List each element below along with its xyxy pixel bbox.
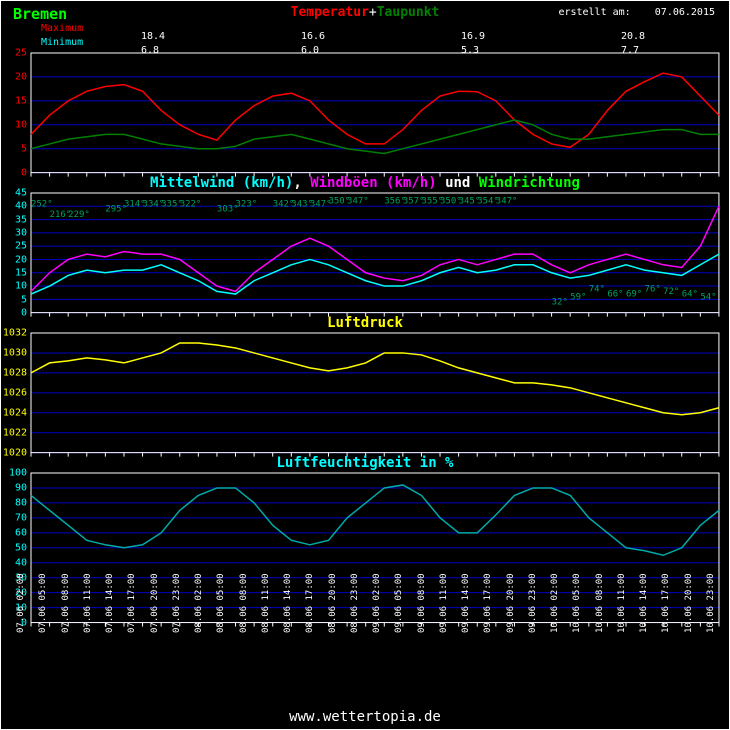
svg-text:69°: 69° [626, 290, 642, 300]
footer: www.wettertopia.de [1, 709, 729, 725]
svg-text:32°: 32° [552, 298, 568, 308]
x-axis: 07.06 02:0007.06 05:0007.06 08:0007.06 1… [31, 633, 719, 713]
panel-wind: 051015202530354045252°216°229°295°314°33… [31, 193, 719, 313]
svg-text:347°: 347° [347, 197, 369, 207]
panel-luftfeuchtigkeit-title: Luftfeuchtigkeit in % [1, 455, 729, 471]
svg-text:66°: 66° [607, 290, 623, 300]
max-label: Maximum [41, 23, 83, 34]
hdr-plus: + [369, 5, 377, 20]
svg-text:74°: 74° [589, 284, 605, 294]
max-row: Maximum 18.416.616.920.8 [41, 23, 89, 34]
min-row: Minimum 6.86.05.37.7 [41, 37, 89, 48]
hdr-tau: Taupunkt [377, 5, 440, 20]
svg-text:347°: 347° [496, 197, 518, 207]
svg-text:76°: 76° [645, 284, 661, 294]
hdr-temp: Temperatur [291, 5, 369, 20]
created-label: erstellt am: [558, 7, 630, 18]
panel-temperatur: 0510152025 [31, 53, 719, 173]
svg-text:252°: 252° [31, 199, 53, 209]
svg-text:59°: 59° [570, 292, 586, 302]
min-label: Minimum [41, 37, 83, 48]
panel-luftdruck-title: Luftdruck [1, 315, 729, 331]
created-date: 07.06.2015 [655, 7, 715, 18]
svg-text:323°: 323° [236, 199, 258, 209]
svg-text:229°: 229° [68, 210, 90, 220]
svg-text:322°: 322° [180, 199, 202, 209]
panel-wind-title: Mittelwind (km/h), Windböen (km/h) und W… [1, 175, 729, 191]
svg-text:64°: 64° [682, 290, 698, 300]
svg-text:54°: 54° [700, 292, 716, 302]
panel-luftdruck: 1020102210241026102810301032 [31, 333, 719, 453]
svg-text:72°: 72° [663, 287, 679, 297]
